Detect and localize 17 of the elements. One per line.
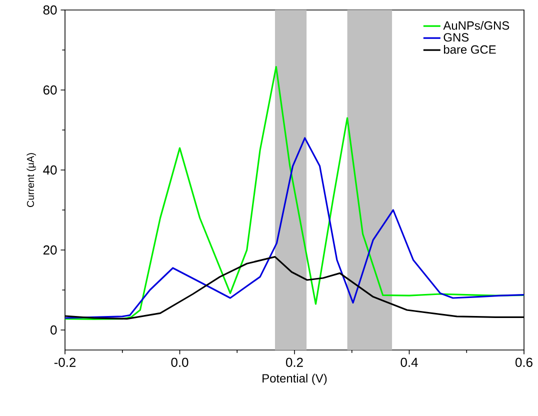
legend-label: GNS [444,33,469,42]
x-tick-label: 0.2 [286,358,303,367]
x-tick-label: -0.2 [54,358,76,367]
line-series [65,137,524,319]
legend-label: bare GCE [444,44,496,54]
x-axis-title: Potential (V) [262,374,327,385]
line-series [65,66,524,320]
y-axis-title: Current (μA) [26,153,36,208]
x-tick-label: 0.6 [516,358,532,367]
legend-label: AuNPs/GNS [443,21,510,30]
x-tick-label: 0.4 [400,358,418,367]
y-tick-label: 0 [50,325,57,335]
y-tick-label: 40 [43,165,57,175]
y-tick-label: 80 [43,5,57,15]
y-tick-label: 20 [43,245,57,255]
x-tick-label: 0.0 [171,358,188,367]
y-tick-label: 60 [43,85,57,95]
